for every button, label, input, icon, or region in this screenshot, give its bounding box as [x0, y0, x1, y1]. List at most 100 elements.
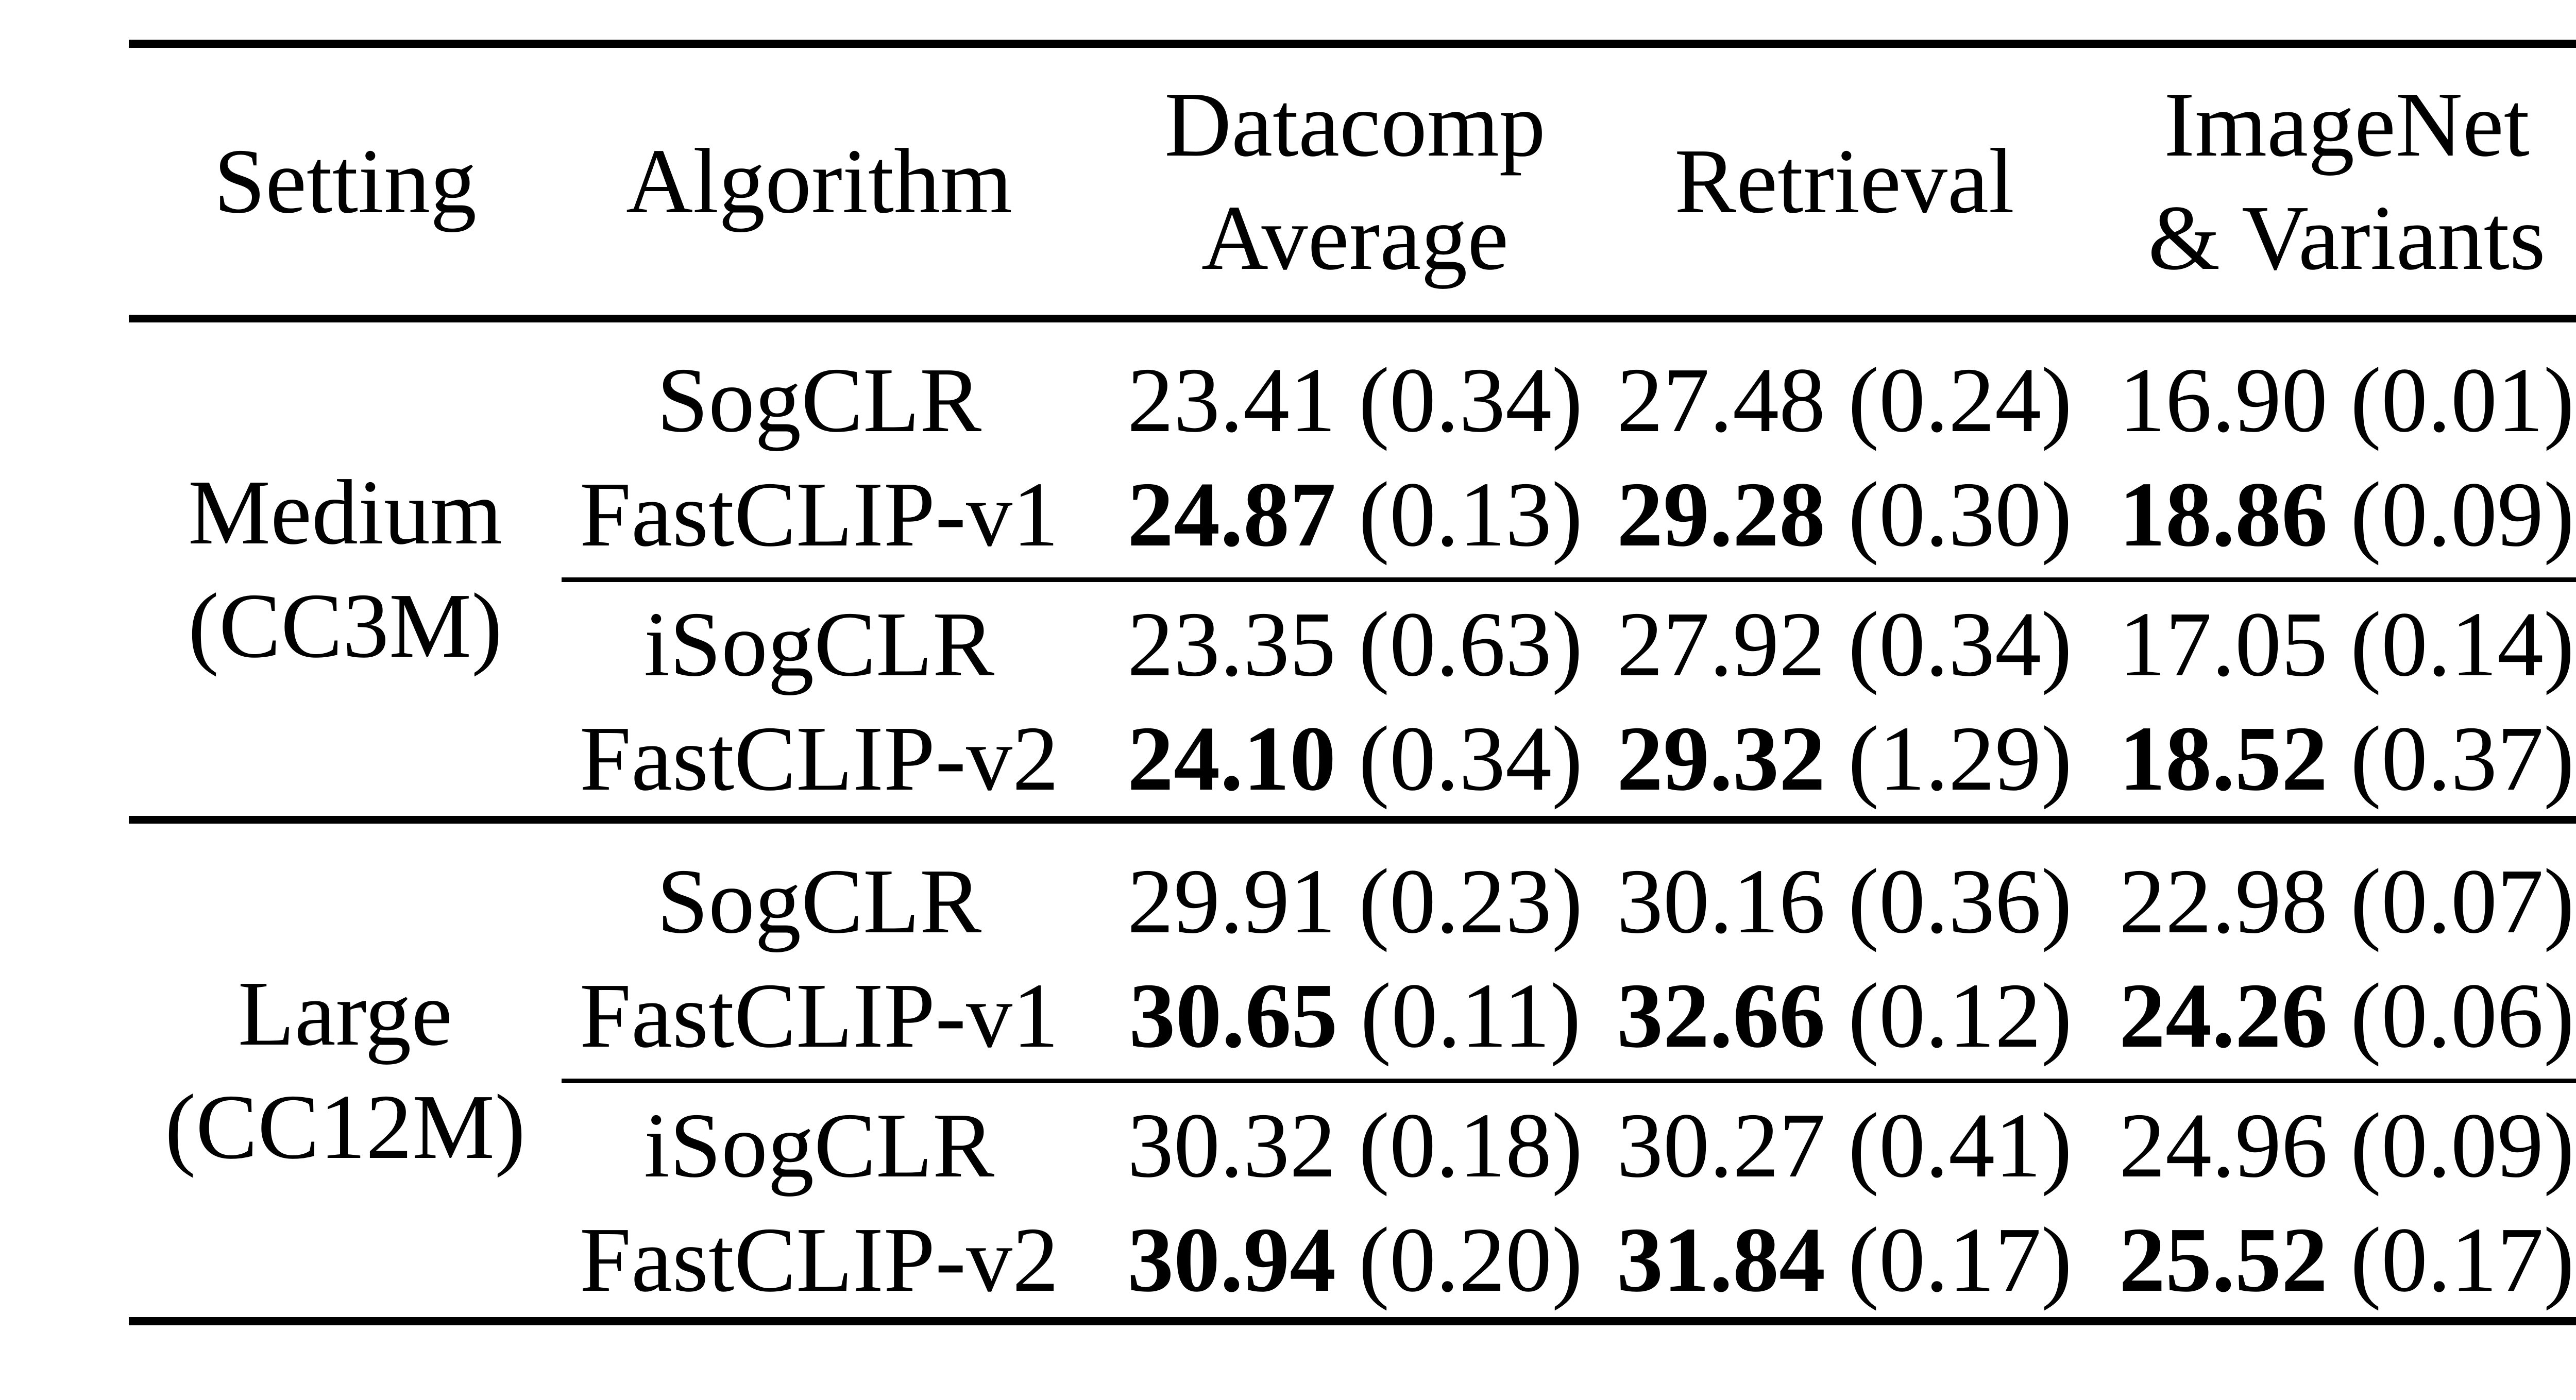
metric-std: (0.36) — [1848, 850, 2072, 952]
large-mid-rule — [562, 1078, 2576, 1083]
setting-cell-medium-cc3m: Medium (CC3M) — [129, 322, 562, 816]
datacomp-cell: 30.65 (0.11) — [1077, 959, 1633, 1073]
algorithm-label: SogCLR — [656, 349, 982, 451]
algorithm-cell: FastCLIP-v2 — [562, 1203, 1077, 1317]
algorithm-label: FastCLIP-v1 — [579, 463, 1059, 566]
header-label: Retrieval — [1674, 130, 2014, 232]
datacomp-cell: 23.35 (0.63) — [1077, 587, 1633, 702]
metric-std: (0.09) — [2350, 463, 2574, 566]
imagenet-cell: 24.26 (0.06) — [2056, 959, 2576, 1073]
algorithm-cell: iSogCLR — [562, 587, 1077, 702]
header-label: Setting — [213, 130, 477, 232]
medium-mid-rule — [562, 577, 2576, 582]
algorithm-label: FastCLIP-v1 — [579, 964, 1059, 1067]
metric-std: (0.07) — [2350, 850, 2574, 952]
metric-mean: 22.98 — [2119, 850, 2328, 952]
metric-std: (0.37) — [2350, 707, 2574, 810]
setting-line1: Large — [238, 962, 453, 1065]
datacomp-cell: 29.91 (0.23) — [1077, 844, 1633, 959]
block-separator-rule — [129, 816, 2576, 824]
retrieval-cell: 30.27 (0.41) — [1617, 1088, 2072, 1203]
metric-std: (1.29) — [1848, 707, 2072, 810]
table-top-rule — [129, 40, 2576, 48]
metric-mean: 30.27 — [1617, 1094, 1826, 1197]
setting-line2: (CC12M) — [164, 1075, 526, 1178]
metric-std: (0.23) — [1359, 850, 1583, 952]
retrieval-cell: 27.92 (0.34) — [1617, 587, 2072, 702]
algorithm-cell: SogCLR — [562, 343, 1077, 457]
column-header-setting: Setting — [129, 48, 562, 315]
metric-mean: 24.10 — [1127, 707, 1336, 810]
metric-mean: 27.92 — [1617, 593, 1826, 695]
metric-mean: 18.52 — [2119, 707, 2328, 810]
metric-mean: 24.87 — [1127, 463, 1336, 566]
metric-std: (0.06) — [2350, 964, 2574, 1067]
algorithm-cell: FastCLIP-v1 — [562, 959, 1077, 1073]
metric-std: (0.17) — [2350, 1208, 2574, 1311]
metric-std: (0.30) — [1848, 463, 2072, 566]
metric-std: (0.63) — [1359, 593, 1583, 695]
metric-std: (0.18) — [1359, 1094, 1583, 1197]
imagenet-cell: 17.05 (0.14) — [2056, 587, 2576, 702]
metric-std: (0.14) — [2350, 593, 2574, 695]
header-label: Algorithm — [626, 130, 1012, 232]
metric-std: (0.12) — [1848, 964, 2072, 1067]
column-header-retrieval: Retrieval — [1633, 48, 2056, 315]
imagenet-cell: 24.96 (0.09) — [2056, 1088, 2576, 1203]
imagenet-cell: 25.52 (0.17) — [2056, 1203, 2576, 1317]
metric-std: (0.11) — [1360, 964, 1581, 1067]
algorithm-cell: SogCLR — [562, 844, 1077, 959]
metric-mean: 23.41 — [1127, 349, 1336, 451]
imagenet-cell: 18.86 (0.09) — [2056, 457, 2576, 572]
header-line2: & Variants — [2148, 186, 2546, 289]
metric-std: (0.34) — [1848, 593, 2072, 695]
algorithm-cell: iSogCLR — [562, 1088, 1077, 1203]
metric-mean: 30.32 — [1127, 1094, 1336, 1197]
results-table: Setting Algorithm Datacomp Average Retri… — [129, 40, 2576, 1325]
retrieval-cell: 32.66 (0.12) — [1617, 959, 2072, 1073]
imagenet-cell: 18.52 (0.37) — [2056, 702, 2576, 816]
metric-mean: 29.32 — [1617, 707, 1826, 810]
datacomp-cell: 30.32 (0.18) — [1077, 1088, 1633, 1203]
algorithm-label: SogCLR — [656, 850, 982, 952]
header-bottom-rule — [129, 315, 2576, 322]
datacomp-cell: 24.87 (0.13) — [1077, 457, 1633, 572]
header-line1: ImageNet — [2164, 73, 2530, 176]
algorithm-label: FastCLIP-v2 — [579, 707, 1059, 810]
header-line2: Average — [1201, 186, 1509, 289]
metric-mean: 18.86 — [2119, 463, 2328, 566]
metric-mean: 29.28 — [1617, 463, 1826, 566]
algorithm-cell: FastCLIP-v2 — [562, 702, 1077, 816]
metric-mean: 23.35 — [1127, 593, 1336, 695]
metric-std: (0.20) — [1359, 1208, 1583, 1311]
metric-std: (0.34) — [1359, 707, 1583, 810]
algorithm-cell: FastCLIP-v1 — [562, 457, 1077, 572]
datacomp-cell: 23.41 (0.34) — [1077, 343, 1633, 457]
retrieval-cell: 29.32 (1.29) — [1617, 702, 2072, 816]
imagenet-cell: 16.90 (0.01) — [2056, 343, 2576, 457]
retrieval-cell: 29.28 (0.30) — [1617, 457, 2072, 572]
algorithm-label: FastCLIP-v2 — [579, 1208, 1059, 1311]
column-header-imagenet-variants: ImageNet & Variants — [2056, 48, 2576, 315]
setting-line2: (CC3M) — [188, 574, 503, 677]
metric-std: (0.41) — [1848, 1094, 2072, 1197]
metric-std: (0.24) — [1848, 349, 2072, 451]
column-header-algorithm: Algorithm — [562, 48, 1077, 315]
metric-mean: 24.26 — [2119, 964, 2328, 1067]
metric-mean: 16.90 — [2119, 349, 2328, 451]
table-bottom-rule — [129, 1317, 2576, 1325]
metric-mean: 30.94 — [1127, 1208, 1336, 1311]
column-header-datacomp-average: Datacomp Average — [1077, 48, 1633, 315]
metric-std: (0.17) — [1848, 1208, 2072, 1311]
metric-mean: 29.91 — [1127, 850, 1336, 952]
header-line1: Datacomp — [1164, 73, 1546, 176]
algorithm-label: iSogCLR — [643, 593, 995, 695]
metric-mean: 17.05 — [2119, 593, 2328, 695]
retrieval-cell: 31.84 (0.17) — [1617, 1203, 2072, 1317]
retrieval-cell: 27.48 (0.24) — [1617, 343, 2072, 457]
metric-mean: 30.65 — [1129, 964, 1338, 1067]
metric-std: (0.34) — [1359, 349, 1583, 451]
setting-cell-large-cc12m: Large (CC12M) — [129, 824, 562, 1317]
metric-mean: 31.84 — [1617, 1208, 1826, 1311]
